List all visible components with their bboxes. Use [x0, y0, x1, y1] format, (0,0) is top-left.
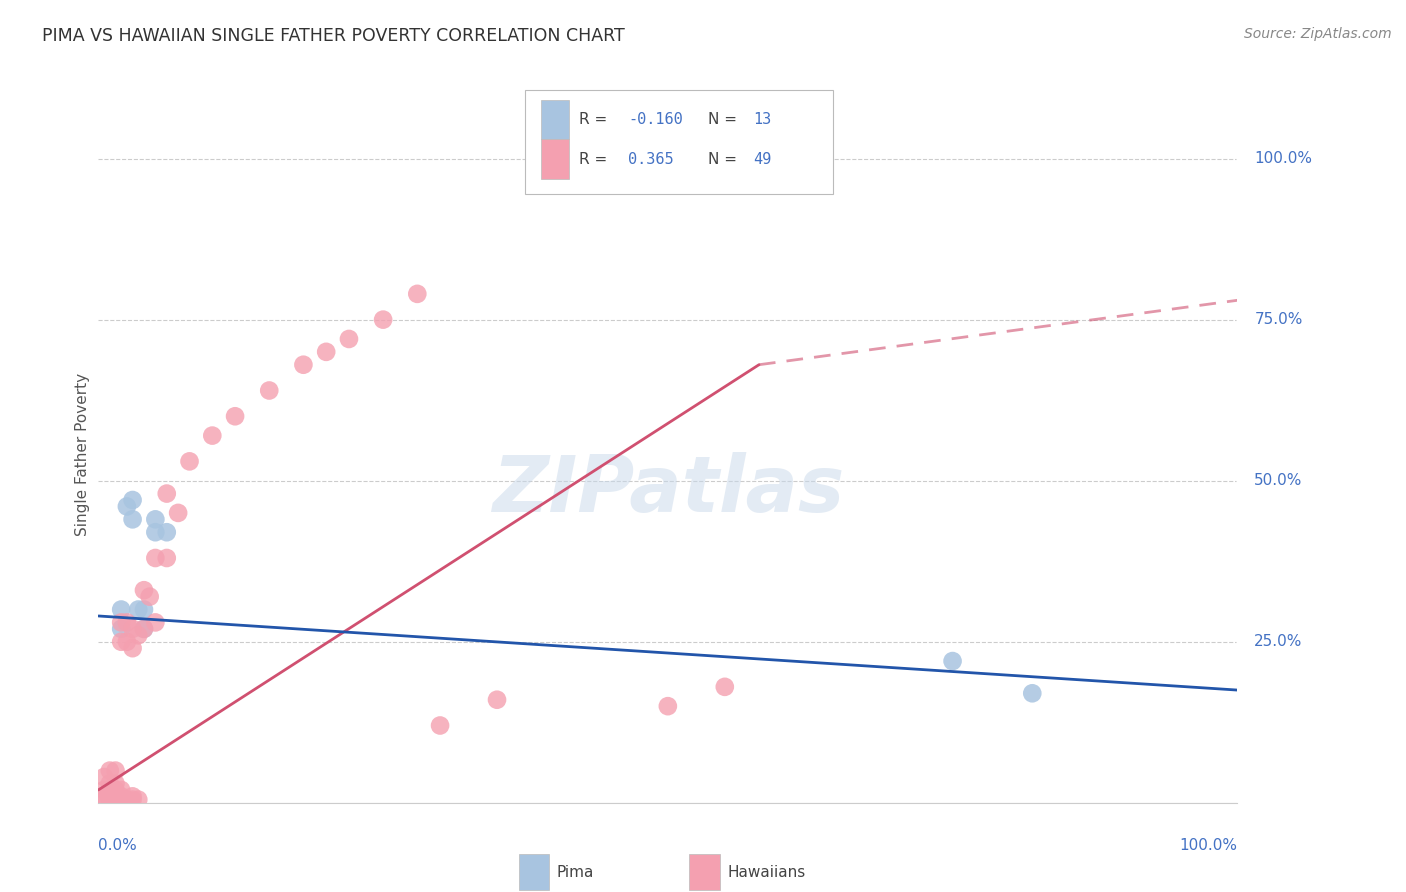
Point [156, 551, 179, 566]
Point [259, 384, 281, 398]
Point [98, 783, 121, 797]
Text: 75.0%: 75.0% [1254, 312, 1303, 327]
Text: -0.160: -0.160 [628, 112, 683, 127]
Point [110, 602, 132, 616]
Point [110, 634, 132, 648]
Point [121, 641, 143, 656]
Point [132, 622, 155, 636]
Point [145, 512, 167, 526]
Point [292, 358, 315, 372]
Point [942, 654, 965, 668]
Point [104, 776, 127, 790]
Point [145, 551, 167, 566]
Point [110, 783, 132, 797]
Text: R =: R = [579, 112, 612, 127]
Point [115, 634, 138, 648]
Text: PIMA VS HAWAIIAN SINGLE FATHER POVERTY CORRELATION CHART: PIMA VS HAWAIIAN SINGLE FATHER POVERTY C… [42, 27, 624, 45]
Point [104, 792, 127, 806]
Point [121, 792, 143, 806]
Point [127, 792, 149, 806]
Point [98, 764, 121, 778]
FancyBboxPatch shape [519, 855, 550, 890]
Point [315, 344, 337, 359]
FancyBboxPatch shape [541, 100, 569, 139]
Text: 100.0%: 100.0% [1254, 151, 1312, 166]
Point [224, 409, 246, 424]
Point [657, 699, 679, 714]
Point [132, 602, 155, 616]
Point [127, 602, 149, 616]
Point [98, 776, 121, 790]
Text: Pima: Pima [557, 865, 593, 880]
Point [93, 792, 115, 806]
Point [93, 770, 115, 784]
Point [93, 783, 115, 797]
Point [104, 764, 127, 778]
Point [104, 783, 127, 797]
Point [121, 493, 143, 508]
Point [156, 525, 179, 540]
Text: Hawaiians: Hawaiians [727, 865, 806, 880]
Point [115, 500, 138, 514]
Point [337, 332, 360, 346]
Text: 13: 13 [754, 112, 772, 127]
Point [93, 789, 115, 804]
Text: 0.0%: 0.0% [98, 838, 138, 853]
Point [132, 622, 155, 636]
Point [132, 583, 155, 598]
FancyBboxPatch shape [541, 139, 569, 179]
Text: 100.0%: 100.0% [1180, 838, 1237, 853]
Point [145, 615, 167, 630]
Text: ZIPatlas: ZIPatlas [492, 451, 844, 528]
Text: N =: N = [707, 112, 741, 127]
Point [110, 792, 132, 806]
Text: N =: N = [707, 152, 741, 167]
Point [371, 312, 394, 326]
Point [1021, 686, 1043, 700]
Text: 50.0%: 50.0% [1254, 473, 1303, 488]
FancyBboxPatch shape [526, 90, 832, 194]
Point [121, 789, 143, 804]
Point [145, 525, 167, 540]
Point [104, 789, 127, 804]
Y-axis label: Single Father Poverty: Single Father Poverty [75, 374, 90, 536]
Point [201, 428, 224, 442]
Point [127, 628, 149, 642]
Point [110, 622, 132, 636]
Text: 0.365: 0.365 [628, 152, 673, 167]
Point [406, 286, 429, 301]
Point [110, 789, 132, 804]
Point [429, 718, 451, 732]
Point [121, 622, 143, 636]
Text: R =: R = [579, 152, 617, 167]
Point [115, 615, 138, 630]
Point [138, 590, 160, 604]
Text: Source: ZipAtlas.com: Source: ZipAtlas.com [1244, 27, 1392, 41]
Point [110, 615, 132, 630]
FancyBboxPatch shape [689, 855, 720, 890]
Text: 49: 49 [754, 152, 772, 167]
Point [714, 680, 737, 694]
Point [156, 486, 179, 500]
Point [121, 512, 143, 526]
Point [98, 789, 121, 804]
Text: 25.0%: 25.0% [1254, 634, 1303, 649]
Point [167, 506, 190, 520]
Point [98, 792, 121, 806]
Point [486, 692, 509, 706]
Point [115, 792, 138, 806]
Point [179, 454, 201, 468]
